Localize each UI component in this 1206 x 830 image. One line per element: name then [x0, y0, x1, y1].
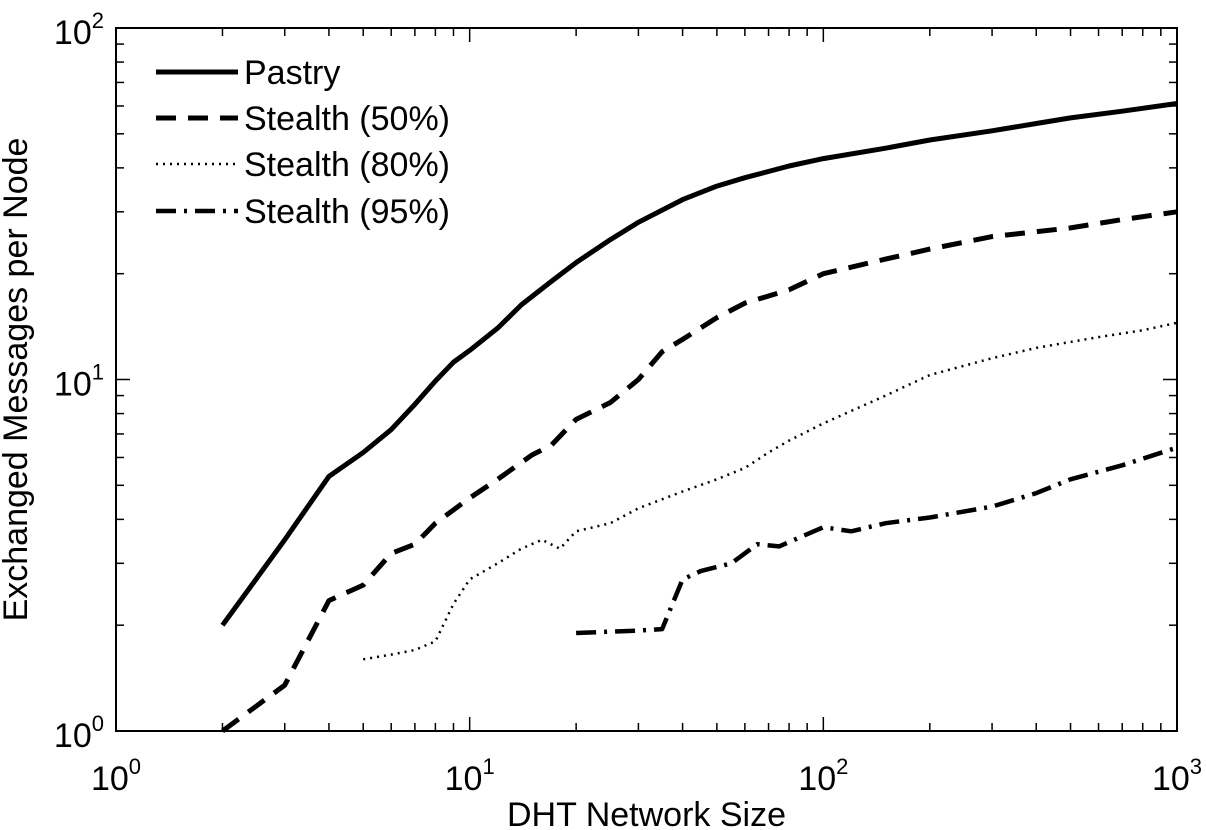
series-layer [220, 101, 1178, 734]
x-tick-label: 103 [1152, 754, 1202, 798]
y-tick-label: 100 [54, 711, 104, 755]
series-line-3 [576, 445, 1178, 636]
series-line-2 [362, 321, 1178, 661]
y-axis-label: Exchanged Messages per Node [0, 138, 35, 622]
y-tick-label: 102 [54, 8, 104, 52]
x-tick-label: 101 [445, 754, 495, 798]
legend-label-3: Stealth (95%) [244, 193, 450, 231]
y-tick-label: 101 [54, 360, 104, 404]
legend-label-0: Pastry [244, 54, 340, 92]
x-tick-label: 102 [798, 754, 848, 798]
x-tick-label: 100 [91, 754, 141, 798]
tick-labels-layer: 100 101 102 103 100 101 102 [54, 8, 1202, 798]
x-axis-label: DHT Network Size [507, 796, 786, 830]
ticks-layer [115, 27, 1178, 732]
legend-label-2: Stealth (80%) [244, 146, 450, 184]
legend: Pastry Stealth (50%) Stealth (80%) Stealth … [156, 54, 450, 231]
series-line-0 [220, 101, 1178, 627]
legend-label-1: Stealth (50%) [244, 100, 450, 138]
series-line-1 [221, 209, 1178, 734]
